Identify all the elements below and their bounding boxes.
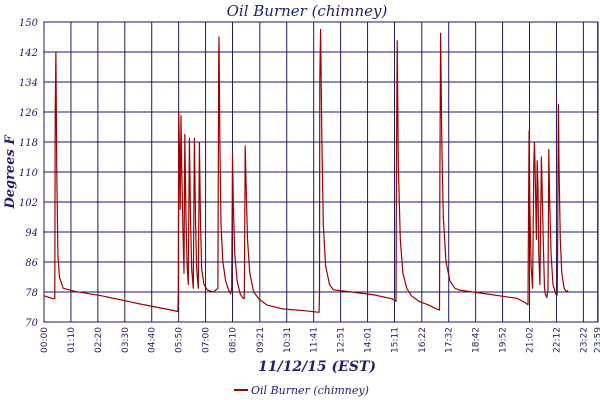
y-tick-label: 126 xyxy=(19,108,39,119)
y-tick-label: 110 xyxy=(19,168,39,179)
x-tick-label: 08:10 xyxy=(229,327,239,353)
x-tick-label: 03:30 xyxy=(121,327,131,353)
y-tick-label: 134 xyxy=(19,78,38,89)
series-layer xyxy=(43,28,569,313)
x-tick-label: 11:41 xyxy=(310,327,320,353)
x-tick-label: 12:51 xyxy=(337,327,347,353)
x-tick-label: 23:22 xyxy=(579,327,589,353)
y-tick-label: 150 xyxy=(19,18,39,29)
x-tick-label: 14:01 xyxy=(364,327,374,353)
y-tick-label: 142 xyxy=(19,48,38,59)
x-tick-label: 21:02 xyxy=(526,327,536,353)
legend: Oil Burner (chimney) xyxy=(234,384,369,397)
y-tick-label: 118 xyxy=(19,138,38,149)
x-tick-label: 10:31 xyxy=(283,327,293,353)
series-line-0 xyxy=(43,28,569,313)
y-tick-label: 94 xyxy=(25,228,38,239)
x-tick-label: 05:50 xyxy=(175,327,185,353)
x-tick-label: 02:20 xyxy=(94,327,104,353)
x-tick-label: 04:40 xyxy=(148,327,158,353)
x-tick-label: 17:32 xyxy=(445,327,455,353)
x-tick-labels: 00:00 01:10 02:20 03:30 04:40 05:50 07:00 08:10… xyxy=(40,327,600,353)
legend-label: Oil Burner (chimney) xyxy=(251,384,369,397)
x-tick-label: 19:52 xyxy=(499,327,509,353)
x-tick-label: 23:59 xyxy=(594,327,600,353)
x-tick-label: 00:00 xyxy=(40,327,50,353)
x-tick-label: 01:10 xyxy=(67,327,77,353)
y-tick-label: 102 xyxy=(19,198,38,209)
chart-title: Oil Burner (chimney) xyxy=(227,2,388,20)
x-tick-label: 18:42 xyxy=(472,327,482,353)
x-tick-label: 09:21 xyxy=(256,327,266,353)
x-tick-label: 07:00 xyxy=(202,327,212,353)
y-tick-label: 86 xyxy=(25,258,38,269)
y-tick-label: 78 xyxy=(25,288,38,299)
x-tick-label: 15:11 xyxy=(390,327,400,353)
y-axis-label: Degrees F xyxy=(3,135,18,210)
x-tick-label: 22:12 xyxy=(552,327,562,353)
x-axis-label: 11/12/15 (EST) xyxy=(258,359,376,375)
y-tick-label: 70 xyxy=(25,318,38,329)
y-tick-labels: 70 78 86 94 102 110 118 126 134 142 150 xyxy=(19,18,39,329)
x-tick-label: 16:22 xyxy=(418,327,428,353)
